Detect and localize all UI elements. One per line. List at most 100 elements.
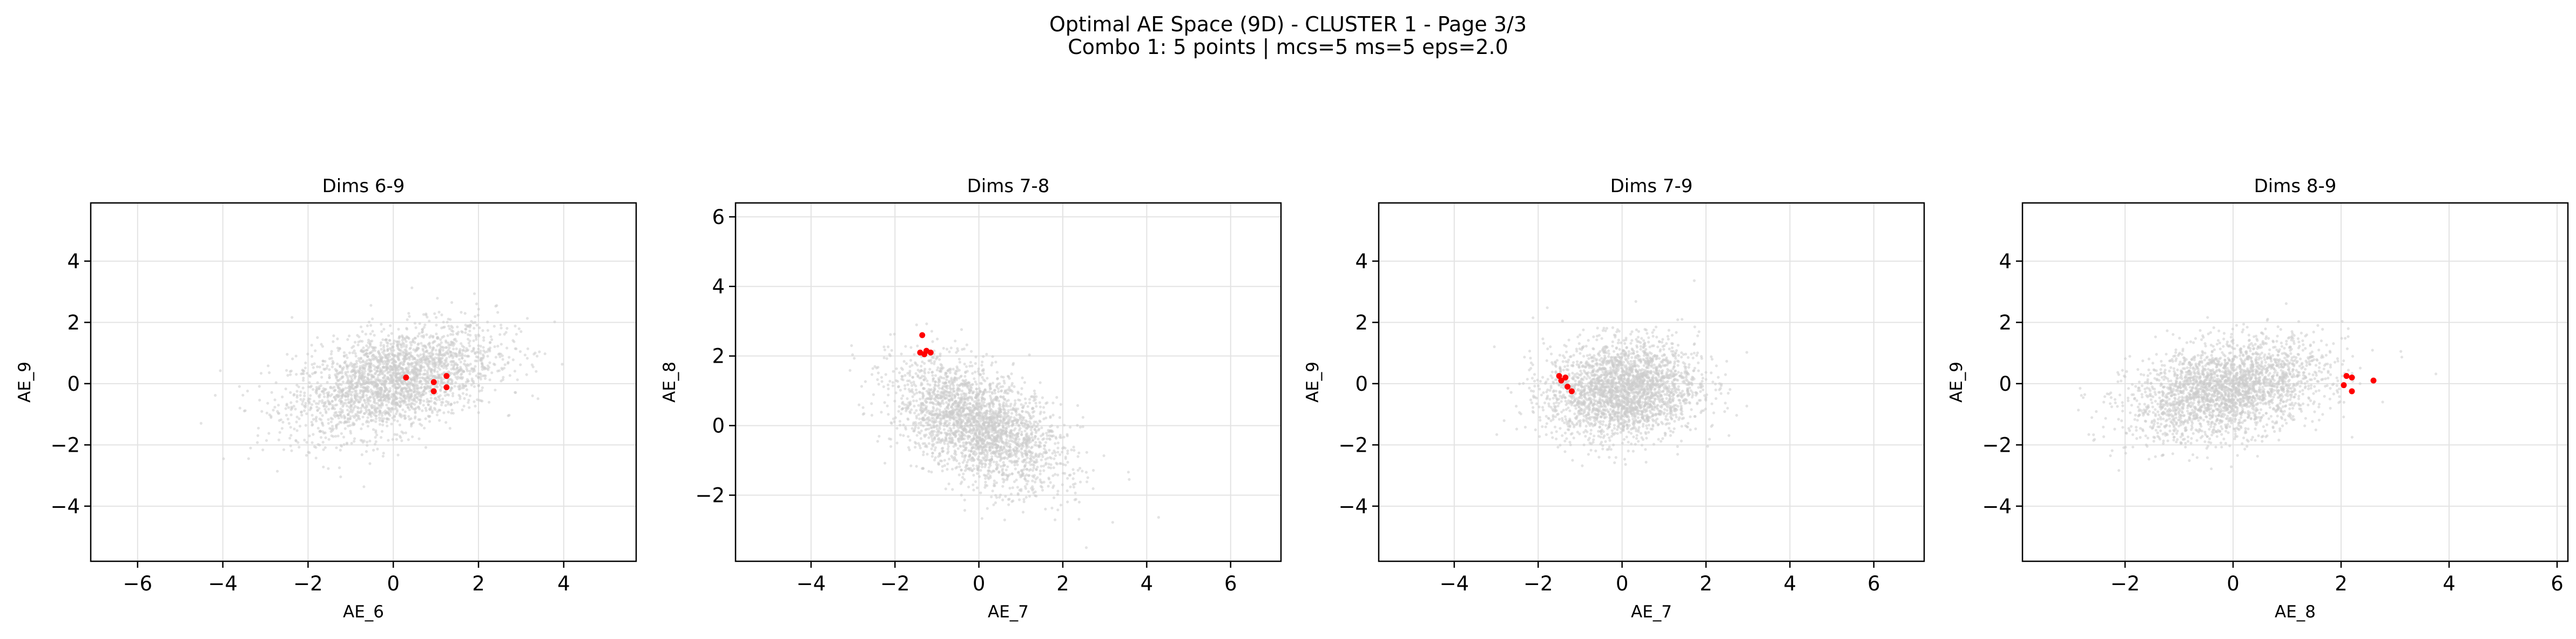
background-point [979, 390, 982, 393]
background-point [973, 429, 976, 432]
background-point [347, 412, 350, 416]
background-point [357, 357, 360, 360]
background-point [960, 393, 963, 396]
background-point [498, 355, 502, 358]
background-point [420, 342, 423, 345]
background-point [404, 431, 408, 434]
background-point [379, 369, 382, 372]
background-point [494, 304, 497, 308]
background-point [405, 344, 408, 347]
background-point [412, 383, 415, 386]
background-point [911, 427, 914, 430]
background-point [1020, 393, 1023, 396]
background-point [444, 421, 448, 424]
background-point [1077, 500, 1081, 504]
background-point [434, 402, 437, 405]
background-point [1054, 454, 1057, 457]
background-point [382, 376, 386, 379]
background-point [289, 401, 293, 404]
cluster-point [443, 384, 450, 391]
background-point [909, 464, 913, 467]
background-point [1036, 455, 1040, 458]
background-point [911, 376, 914, 379]
background-point [929, 426, 933, 430]
background-point [287, 422, 291, 425]
background-point [996, 444, 1000, 447]
background-point [939, 410, 942, 413]
background-point [1033, 428, 1036, 431]
background-point [931, 439, 934, 443]
background-point [415, 377, 418, 380]
background-point [519, 363, 522, 366]
background-point [908, 402, 912, 405]
background-point [397, 348, 401, 351]
y-tick-label: 0 [67, 372, 80, 396]
background-point [387, 396, 390, 399]
background-point [312, 388, 315, 391]
background-point [979, 491, 982, 494]
background-point [397, 369, 400, 372]
background-point [465, 365, 468, 369]
background-point [1042, 464, 1046, 468]
background-point [903, 387, 907, 391]
background-point [340, 416, 343, 419]
background-point [965, 464, 968, 467]
background-point [920, 429, 923, 433]
background-point [561, 363, 564, 366]
background-point [525, 357, 529, 360]
background-point [904, 427, 907, 431]
background-point [450, 329, 454, 332]
background-point [884, 461, 887, 465]
background-point [535, 370, 538, 373]
background-point [1014, 399, 1017, 402]
background-point [357, 414, 360, 418]
background-point [389, 395, 393, 398]
background-point [876, 365, 880, 369]
background-point [396, 340, 399, 344]
background-point [903, 384, 907, 388]
background-point [982, 355, 985, 358]
background-point [954, 430, 957, 433]
background-point [942, 412, 945, 415]
background-point [442, 346, 445, 349]
background-point [424, 378, 427, 381]
background-point [947, 423, 950, 426]
background-point [311, 413, 314, 417]
background-point [365, 450, 368, 453]
background-point [1044, 461, 1048, 465]
background-point [1009, 404, 1012, 408]
background-point [362, 376, 366, 379]
background-point [979, 419, 982, 423]
background-point [321, 440, 325, 444]
background-point [381, 454, 385, 458]
background-point [444, 390, 447, 393]
background-point [1033, 461, 1036, 464]
background-point [997, 399, 1001, 403]
background-point [366, 348, 369, 352]
background-point [930, 412, 934, 416]
background-point [422, 313, 426, 316]
background-point [911, 395, 914, 398]
background-point [976, 441, 980, 445]
background-point [331, 362, 334, 366]
background-point [978, 475, 981, 478]
background-point [350, 441, 353, 445]
background-point [391, 438, 394, 441]
background-point [906, 397, 909, 400]
background-point [421, 349, 425, 352]
background-point [453, 368, 456, 371]
background-point [355, 381, 359, 384]
background-point [960, 480, 963, 484]
background-point [369, 332, 372, 336]
background-point [1007, 409, 1010, 412]
background-point [400, 416, 403, 419]
background-point [957, 417, 961, 420]
background-point [474, 365, 477, 368]
background-point [358, 382, 361, 385]
background-point [394, 360, 397, 364]
background-point [946, 443, 949, 446]
background-point [935, 424, 939, 427]
background-point [318, 417, 321, 420]
background-point [980, 382, 983, 385]
background-point [496, 311, 500, 314]
